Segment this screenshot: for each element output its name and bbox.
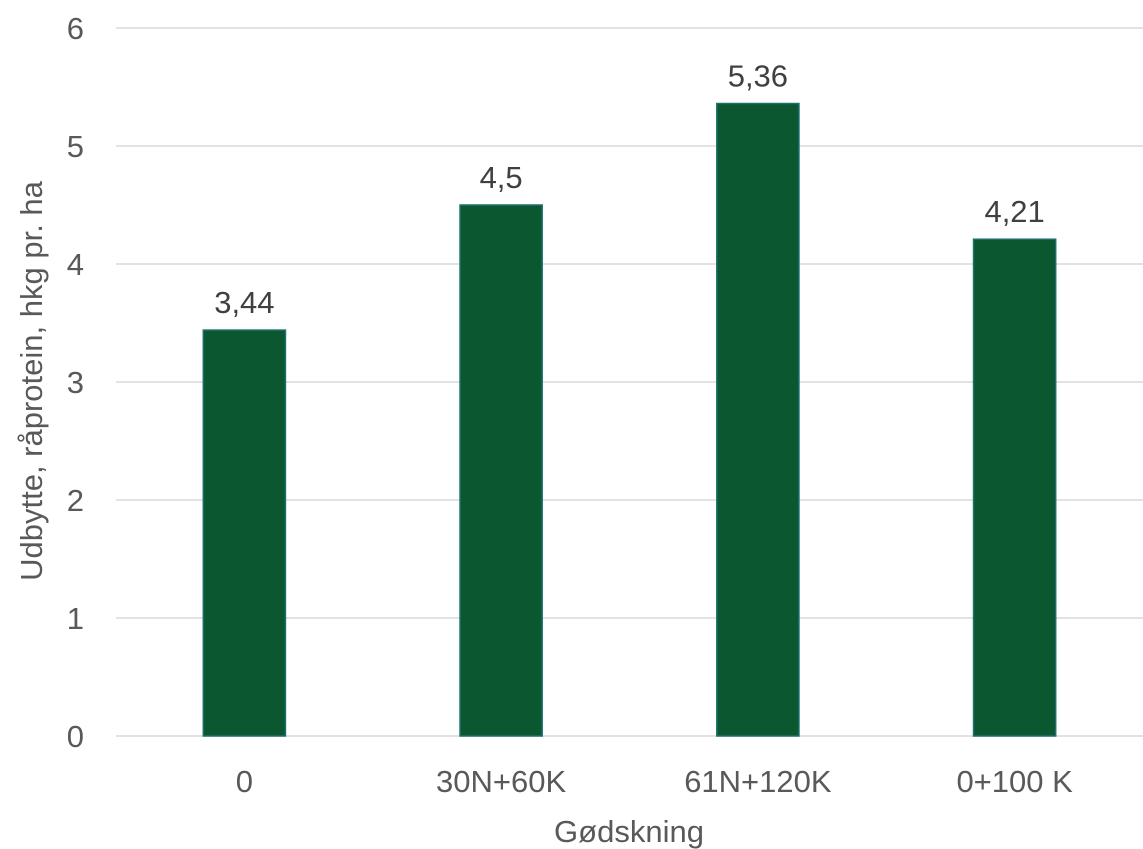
y-tick-label: 1 [67,601,84,636]
data-labels: 3,44 4,5 5,36 4,21 [214,59,1045,321]
x-axis-title: Gødskning [554,814,704,849]
bar [716,102,800,737]
x-axis-ticks: 0 30N+60K 61N+120K 0+100 K [236,764,1073,799]
gridlines [116,27,1143,737]
x-tick-label: 30N+60K [436,764,566,799]
x-tick-label: 0 [236,764,253,799]
data-label: 3,44 [214,285,274,320]
data-label: 4,21 [984,194,1044,229]
y-tick-label: 4 [67,247,84,282]
y-axis-ticks: 0 1 2 3 4 5 6 [67,11,84,754]
data-label: 4,5 [480,160,523,195]
y-tick-label: 0 [67,719,84,754]
y-tick-label: 3 [67,365,84,400]
y-axis-title: Udbytte, råprotein, hkg pr. ha [14,180,49,581]
x-tick-label: 0+100 K [956,764,1073,799]
y-tick-label: 6 [67,11,84,46]
y-tick-label: 5 [67,129,84,164]
bar [972,238,1057,737]
bars [202,102,1057,737]
data-label: 5,36 [728,59,788,94]
y-tick-label: 2 [67,483,84,518]
bar [202,329,287,737]
x-tick-label: 61N+120K [684,764,832,799]
bar [459,204,543,737]
